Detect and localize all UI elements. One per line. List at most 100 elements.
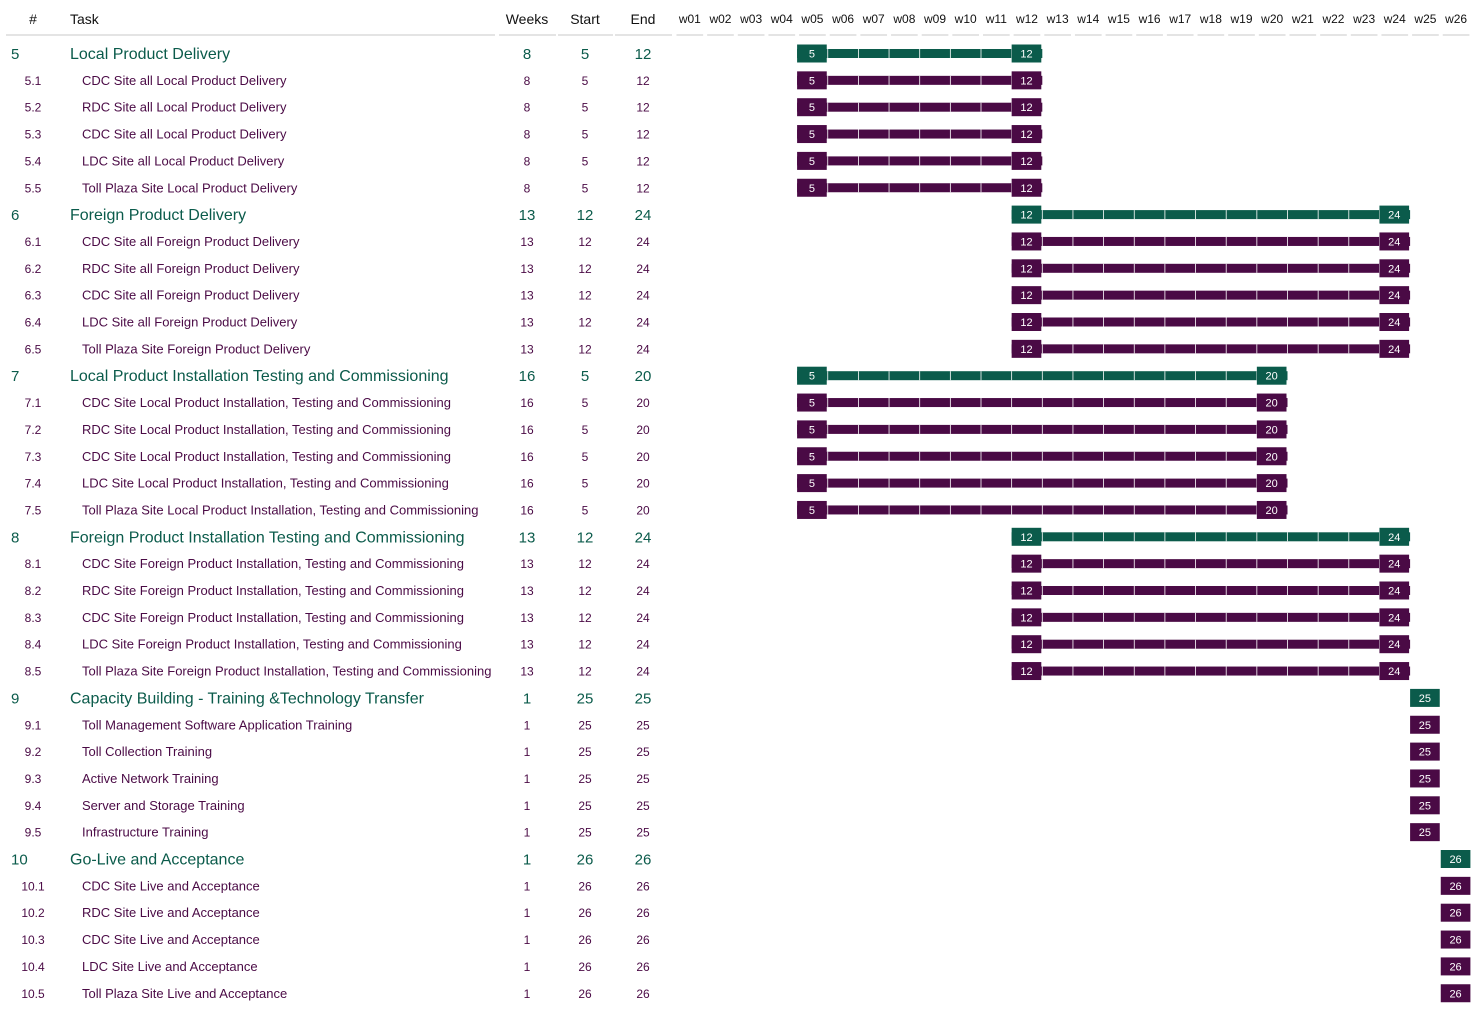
task-weeks: 13 bbox=[520, 611, 534, 625]
task-name: Infrastructure Training bbox=[82, 825, 208, 840]
gantt-bar: 5 12 bbox=[797, 125, 1043, 144]
task-end: 24 bbox=[636, 584, 650, 598]
week-header-w26: w26 bbox=[1444, 12, 1467, 26]
task-group-row: 6 Foreign Product Delivery 13 12 24 12 24 bbox=[11, 205, 1411, 224]
task-start: 26 bbox=[578, 987, 592, 1001]
end-marker bbox=[1379, 554, 1410, 573]
end-label: 24 bbox=[1388, 532, 1400, 544]
task-end: 24 bbox=[636, 638, 650, 652]
end-label: 24 bbox=[1388, 263, 1400, 275]
task-id: 5.5 bbox=[25, 181, 42, 195]
end-label: 24 bbox=[1388, 639, 1400, 651]
gantt-bar: 12 24 bbox=[1011, 635, 1411, 654]
end-marker bbox=[1256, 447, 1287, 466]
bar-span bbox=[1011, 344, 1411, 354]
task-id: 6.3 bbox=[25, 289, 42, 303]
task-weeks: 1 bbox=[524, 987, 531, 1001]
start-marker bbox=[1410, 688, 1440, 707]
gantt-bar: 5 20 bbox=[797, 447, 1288, 466]
task-end: 12 bbox=[636, 154, 650, 168]
start-marker bbox=[797, 500, 827, 519]
task-end: 25 bbox=[636, 772, 650, 786]
task-end: 25 bbox=[635, 690, 652, 707]
start-marker bbox=[1011, 554, 1042, 573]
start-label: 12 bbox=[1020, 236, 1032, 248]
start-marker bbox=[797, 393, 827, 412]
task-name: Foreign Product Installation Testing and… bbox=[70, 529, 465, 546]
task-start: 26 bbox=[578, 933, 592, 947]
gantt-bar: 12 24 bbox=[1011, 581, 1411, 600]
start-marker bbox=[1011, 527, 1042, 546]
start-label: 26 bbox=[1449, 854, 1461, 866]
task-start: 5 bbox=[582, 74, 589, 88]
start-marker bbox=[1011, 205, 1042, 224]
task-weeks: 16 bbox=[520, 423, 534, 437]
week-header-w09: w09 bbox=[923, 12, 946, 26]
bar-span bbox=[1011, 290, 1411, 300]
end-label: 24 bbox=[1388, 586, 1400, 598]
end-marker bbox=[1379, 259, 1410, 278]
start-label: 5 bbox=[809, 505, 815, 517]
task-row: 10.3 CDC Site Live and Acceptance 1 26 26 26 bbox=[21, 930, 1471, 949]
end-label: 24 bbox=[1388, 612, 1400, 624]
task-name: RDC Site Local Product Installation, Tes… bbox=[82, 422, 451, 437]
task-weeks: 1 bbox=[524, 745, 531, 759]
gantt-bar: 25 bbox=[1410, 769, 1440, 788]
gantt-bar: 5 12 bbox=[797, 178, 1043, 197]
end-label: 20 bbox=[1266, 478, 1278, 490]
task-end: 24 bbox=[635, 529, 652, 546]
task-end: 24 bbox=[635, 207, 652, 224]
week-header-w16: w16 bbox=[1138, 12, 1161, 26]
gantt-bar: 25 bbox=[1410, 742, 1440, 761]
task-row: 5.5 Toll Plaza Site Local Product Deliver… bbox=[25, 178, 1043, 197]
week-header-w22: w22 bbox=[1321, 12, 1344, 26]
task-start: 12 bbox=[578, 262, 592, 276]
task-start: 5 bbox=[582, 181, 589, 195]
end-marker bbox=[1011, 178, 1042, 197]
task-start: 5 bbox=[582, 423, 589, 437]
task-id: 7.4 bbox=[25, 477, 42, 491]
task-weeks: 8 bbox=[524, 154, 531, 168]
bar-span bbox=[1011, 263, 1411, 273]
gantt-bar: 12 24 bbox=[1011, 205, 1411, 224]
task-weeks: 8 bbox=[523, 46, 531, 63]
end-marker bbox=[1379, 527, 1410, 546]
gantt-bar: 25 bbox=[1410, 715, 1440, 734]
end-label: 12 bbox=[1020, 102, 1032, 114]
task-id: 5.2 bbox=[25, 101, 42, 115]
week-header-w13: w13 bbox=[1046, 12, 1069, 26]
task-name: CDC Site Local Product Installation, Tes… bbox=[82, 395, 451, 410]
end-label: 24 bbox=[1388, 290, 1400, 302]
task-start: 12 bbox=[578, 342, 592, 356]
task-start: 5 bbox=[582, 450, 589, 464]
task-name: Toll Management Software Application Tra… bbox=[82, 717, 352, 732]
gantt-bar: 12 24 bbox=[1011, 313, 1411, 331]
task-weeks: 16 bbox=[519, 368, 536, 385]
start-label: 5 bbox=[809, 129, 815, 141]
bar-span bbox=[1011, 532, 1411, 542]
task-id: 8 bbox=[11, 529, 19, 546]
task-name: CDC Site all Foreign Product Delivery bbox=[82, 234, 300, 249]
end-marker bbox=[1011, 71, 1042, 90]
header-weeks: Weeks bbox=[506, 11, 549, 27]
bar-span bbox=[1011, 210, 1411, 220]
task-start: 25 bbox=[577, 690, 594, 707]
task-end: 24 bbox=[636, 342, 650, 356]
task-name: CDC Site all Foreign Product Delivery bbox=[82, 288, 300, 303]
task-row: 9.4 Server and Storage Training 1 25 25 25 bbox=[25, 796, 1440, 815]
task-name: Foreign Product Delivery bbox=[70, 207, 246, 224]
start-marker bbox=[797, 151, 827, 170]
task-start: 25 bbox=[578, 772, 592, 786]
gantt-bar: 5 20 bbox=[797, 420, 1288, 439]
gantt-bar: 26 bbox=[1440, 903, 1471, 922]
start-marker bbox=[1410, 769, 1440, 788]
task-name: Go-Live and Acceptance bbox=[70, 852, 244, 869]
task-weeks: 1 bbox=[524, 826, 531, 840]
start-label: 5 bbox=[809, 156, 815, 168]
start-marker bbox=[1011, 313, 1042, 331]
task-weeks: 1 bbox=[524, 718, 531, 732]
gantt-bar: 26 bbox=[1440, 876, 1471, 895]
task-name: LDC Site all Foreign Product Delivery bbox=[82, 315, 298, 330]
task-start: 26 bbox=[578, 906, 592, 920]
